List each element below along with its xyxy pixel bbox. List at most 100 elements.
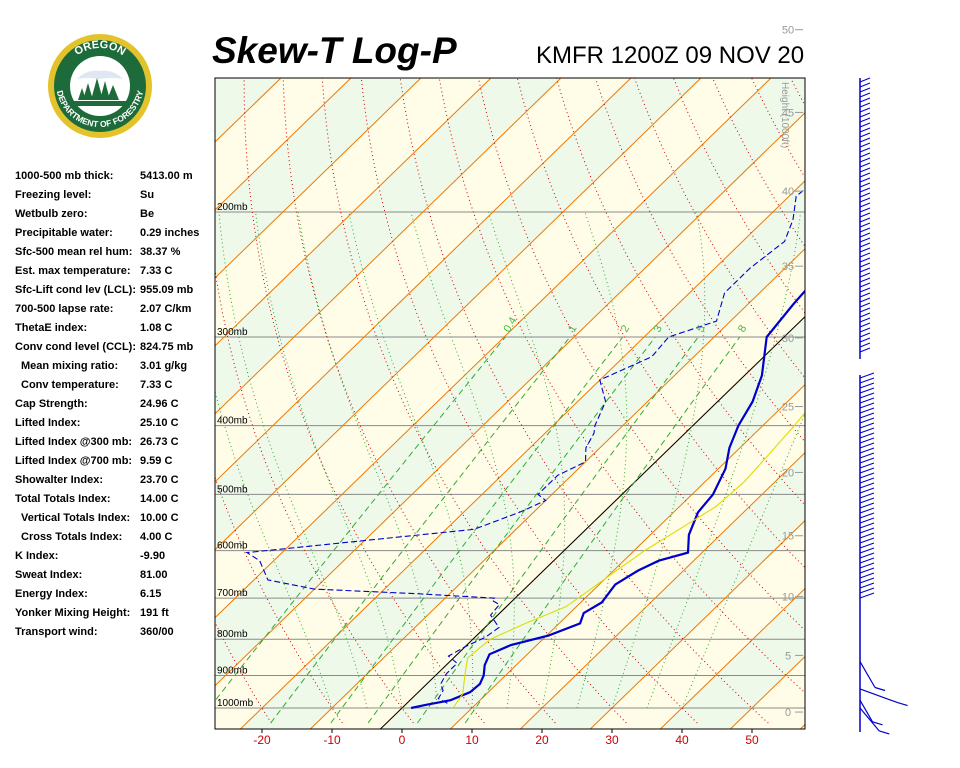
- wind-barb-flag: [859, 372, 875, 379]
- wind-barb-flag: [859, 442, 875, 449]
- wind-barb-flag: [859, 327, 871, 333]
- index-row: Wetbulb zero: Be: [15, 205, 215, 224]
- index-value: 38.37 %: [140, 246, 181, 258]
- wind-barb-flag: [859, 487, 875, 494]
- mixing-ratio-line: [270, 336, 571, 724]
- wind-barb-flag: [859, 532, 875, 539]
- index-value: 2.07 C/km: [140, 303, 192, 315]
- wind-barb-flag: [859, 507, 875, 514]
- isotherm: [0, 78, 211, 729]
- wind-barb-flag: [859, 337, 871, 343]
- wind-barb-flag: [859, 197, 871, 203]
- index-row: Conv temperature: 7.33 C: [15, 376, 215, 395]
- wind-barb: [859, 699, 874, 723]
- index-label: Est. max temperature:: [15, 265, 131, 277]
- x-axis-tick-label: 0: [399, 733, 406, 747]
- index-label: ThetaE index:: [15, 322, 88, 334]
- index-value: 6.15: [140, 588, 162, 600]
- height-tick-label: 45: [782, 107, 794, 119]
- wind-barb-flag: [859, 267, 871, 273]
- index-label: Total Totals Index:: [15, 493, 111, 505]
- wind-barb-flag: [859, 282, 871, 288]
- dewpoint-line: [245, 188, 805, 704]
- dry-adiabat: [321, 78, 627, 724]
- isotherm: [215, 78, 702, 551]
- wind-barb-flag: [859, 557, 875, 564]
- wind-barb-flag: [859, 572, 875, 579]
- height-tick-label: 10: [782, 592, 794, 604]
- index-value: 824.75 mb: [140, 341, 194, 353]
- index-value: -9.90: [140, 550, 166, 562]
- mixing-ratio-label: 1: [566, 323, 579, 334]
- wind-barb-feather: [872, 721, 883, 726]
- temperature-band: [215, 78, 805, 686]
- index-label: Sfc-Lift cond lev (LCL):: [15, 284, 136, 296]
- height-tick-label: 35: [782, 261, 794, 273]
- index-label: Wetbulb zero:: [15, 208, 88, 220]
- wind-barb-flag: [859, 467, 875, 474]
- wind-barb-flag: [859, 262, 871, 268]
- wind-barb-flag: [859, 227, 871, 233]
- wind-barb-flag: [859, 502, 875, 509]
- wind-barb-flag: [859, 307, 871, 313]
- wind-barb: [859, 661, 876, 688]
- index-row: Precipitable water: 0.29 inches: [15, 224, 215, 243]
- wind-barb-flag: [859, 427, 875, 434]
- wind-barb-flag: [859, 342, 871, 348]
- wind-barbs: [859, 77, 908, 735]
- wind-barb-flag: [859, 397, 875, 404]
- wind-barb-flag: [859, 592, 875, 599]
- wind-barb-flag: [859, 177, 871, 183]
- pressure-level-label: 1000mb: [217, 698, 254, 709]
- mixing-ratio-label: 5: [694, 323, 707, 334]
- dry-adiabat: [516, 78, 805, 569]
- wind-barb-flag: [859, 87, 871, 93]
- wind-barb-flag: [859, 207, 871, 213]
- wind-barb-flag: [859, 587, 875, 594]
- index-value: 3.01 g/kg: [140, 360, 188, 372]
- x-axis-tick-label: -20: [253, 733, 271, 747]
- wind-barb-flag: [859, 107, 871, 113]
- index-label: Precipitable water:: [15, 227, 113, 239]
- isotherm: [215, 78, 632, 483]
- dry-adiabat: [438, 78, 805, 694]
- wind-barb-flag: [859, 497, 875, 504]
- x-axis-tick-label: 20: [535, 733, 549, 747]
- index-row: K Index: -9.90: [15, 547, 215, 566]
- index-row: Mean mixing ratio: 3.01 g/kg: [15, 357, 215, 376]
- temperature-band: [215, 112, 805, 729]
- isotherm: [215, 78, 562, 415]
- height-axis-label: Height (1000ft): [779, 82, 790, 148]
- isotherm: [660, 587, 805, 729]
- wind-barb-flag: [859, 152, 871, 158]
- moist-adiabat: [410, 211, 515, 709]
- wind-barb-flag: [859, 332, 871, 338]
- wind-barb-flag: [859, 252, 871, 258]
- index-label: Yonker Mixing Height:: [15, 607, 131, 619]
- wind-barb-flag: [859, 447, 875, 454]
- moist-adiabat: [348, 211, 474, 709]
- moist-adiabat: [646, 211, 802, 709]
- dry-adiabat: [555, 78, 805, 506]
- wind-barb-flag: [859, 542, 875, 549]
- wind-barb-flag: [859, 302, 871, 308]
- wind-barb-flag: [859, 132, 871, 138]
- dry-adiabat: [215, 266, 414, 724]
- svg-text:OREGON: OREGON: [72, 39, 127, 58]
- sounding-series: [245, 188, 805, 710]
- pressure-level-label: 400mb: [217, 416, 248, 427]
- index-value: Be: [140, 208, 155, 220]
- index-label: K Index:: [15, 550, 59, 562]
- isotherm: [800, 723, 805, 729]
- index-label: Lifted Index:: [15, 417, 81, 429]
- index-row: Energy Index: 6.15: [15, 585, 215, 604]
- wind-barb-flag: [859, 147, 871, 153]
- wind-barb-flag: [859, 182, 871, 188]
- wind-barb-flag: [859, 82, 871, 88]
- index-label: Mean mixing ratio:: [21, 360, 119, 372]
- wind-barb-flag: [859, 287, 871, 293]
- wind-barb-flag: [859, 492, 875, 499]
- mixing-ratio-label: 8: [736, 323, 749, 334]
- index-value: 9.59 C: [140, 455, 173, 467]
- wind-barb-flag: [859, 462, 875, 469]
